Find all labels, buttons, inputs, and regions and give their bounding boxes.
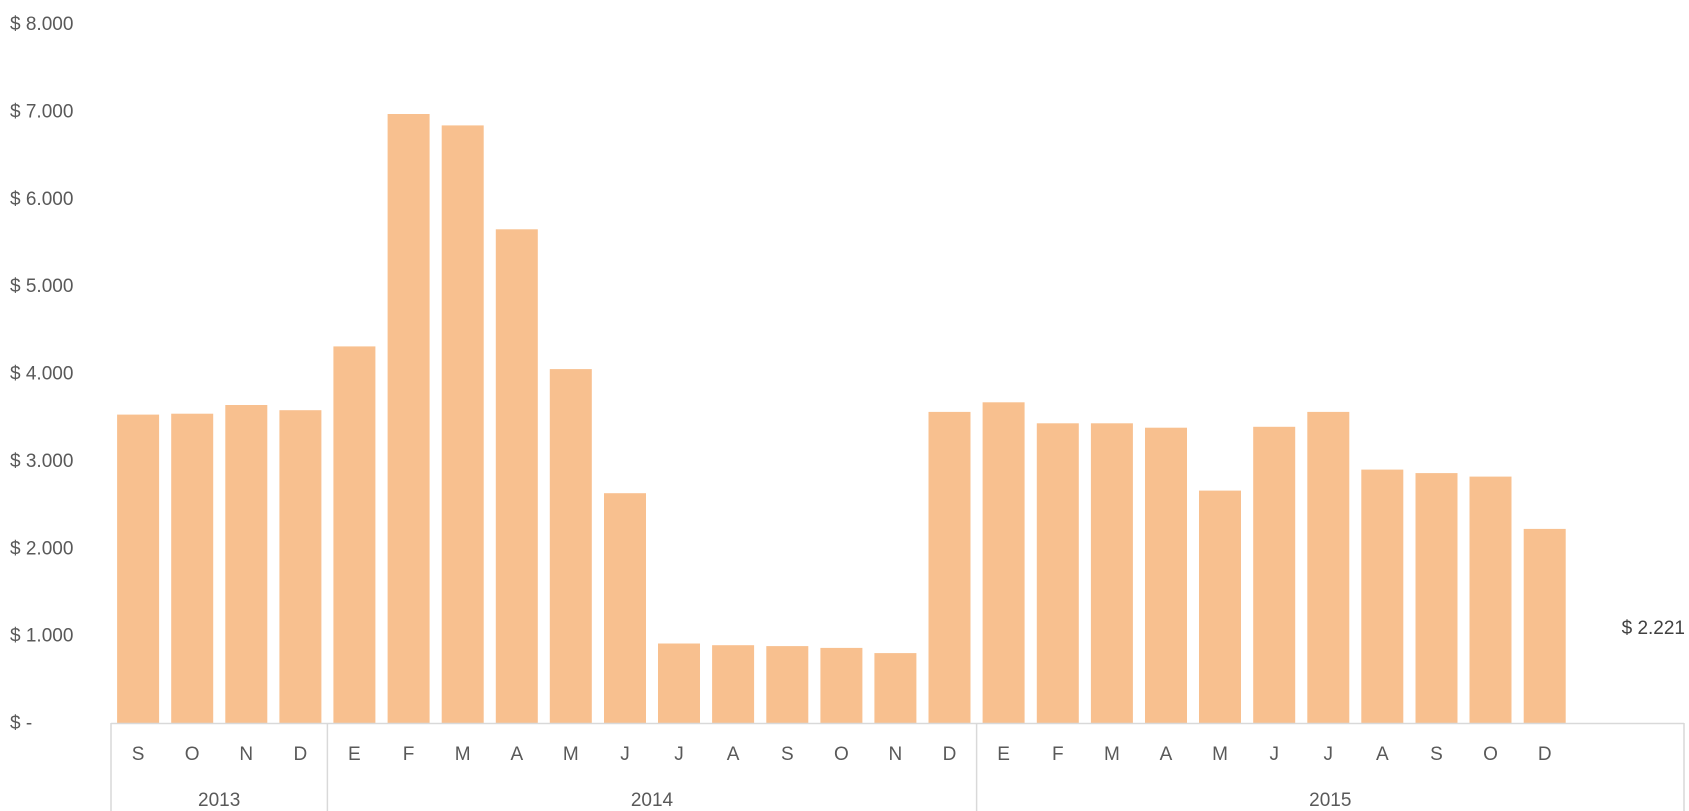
bar: [549, 369, 592, 723]
bar: [1199, 490, 1241, 723]
category-label: J: [620, 744, 630, 765]
bar: [279, 410, 322, 723]
category-label: A: [510, 744, 523, 765]
bar: [441, 125, 484, 723]
category-label: J: [674, 744, 684, 765]
bar: [117, 414, 160, 723]
bar: [171, 413, 214, 723]
bar: [820, 647, 863, 723]
y-tick-label: $ 8.000: [10, 14, 73, 35]
bar: [225, 405, 268, 723]
bar: [495, 229, 538, 724]
category-label: F: [1052, 744, 1064, 765]
y-tick-label: $ -: [10, 713, 32, 734]
year-label: 2014: [631, 790, 674, 811]
category-label: M: [1212, 744, 1228, 765]
bar: [712, 645, 755, 723]
bars: [117, 114, 1566, 724]
category-label: N: [239, 744, 253, 765]
y-tick-label: $ 6.000: [10, 189, 73, 210]
last-value-annotation: $ 2.221: [1622, 618, 1685, 639]
year-label: 2013: [198, 790, 240, 811]
bar: [387, 114, 430, 723]
bar: [1036, 423, 1079, 723]
category-label: M: [455, 744, 471, 765]
bar: [766, 646, 809, 723]
y-tick-label: $ 5.000: [10, 276, 73, 297]
bar: [658, 643, 700, 723]
y-tick-label: $ 3.000: [10, 451, 73, 472]
category-label: M: [1104, 744, 1120, 765]
category-label: N: [889, 744, 903, 765]
category-label: A: [1160, 744, 1173, 765]
bar: [1361, 469, 1404, 723]
bar: [1145, 427, 1187, 723]
bar: [1415, 473, 1458, 723]
category-label: E: [348, 744, 361, 765]
bar: [982, 402, 1025, 723]
y-tick-label: $ 7.000: [10, 101, 73, 122]
category-label: O: [834, 744, 849, 765]
category-label: D: [294, 744, 308, 765]
category-label: F: [403, 744, 415, 765]
bar: [1090, 423, 1133, 723]
category-label: S: [781, 744, 794, 765]
bar: [928, 411, 971, 723]
y-tick-label: $ 2.000: [10, 538, 73, 559]
bar: [333, 346, 376, 723]
bar: [1469, 476, 1512, 723]
bar: [604, 493, 646, 723]
y-tick-label: $ 1.000: [10, 626, 73, 647]
bar: [874, 653, 917, 723]
bar: [1307, 411, 1350, 723]
category-label: J: [1269, 744, 1279, 765]
category-label: M: [563, 744, 579, 765]
category-label: D: [943, 744, 957, 765]
category-label: O: [185, 744, 200, 765]
bar: [1523, 528, 1566, 723]
y-axis-ticks: $ - $ 1.000 $ 2.000 $ 3.000 $ 4.000 $ 5.000 $ …: [10, 14, 73, 734]
year-group-labels: 2013 2014 2015: [198, 790, 1351, 811]
category-label: A: [1376, 744, 1389, 765]
category-label: O: [1483, 744, 1498, 765]
category-label: D: [1538, 744, 1552, 765]
year-label: 2015: [1309, 790, 1351, 811]
category-label: S: [132, 744, 145, 765]
x-axis: [110, 722, 1685, 811]
category-label: E: [997, 744, 1010, 765]
category-label: A: [727, 744, 740, 765]
category-label: J: [1324, 744, 1334, 765]
bar: [1253, 426, 1296, 723]
y-tick-label: $ 4.000: [10, 364, 73, 385]
category-label: S: [1430, 744, 1443, 765]
